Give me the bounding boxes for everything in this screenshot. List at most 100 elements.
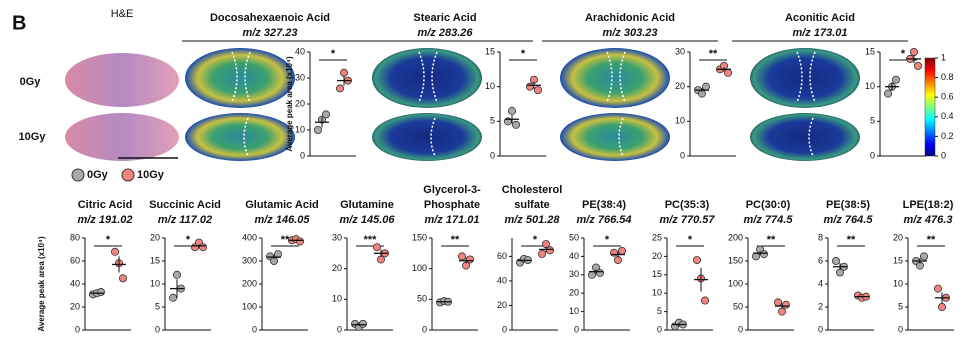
chart-title: PE(38:5) bbox=[826, 199, 870, 211]
significance: * bbox=[106, 234, 111, 246]
y-tick-label: 5 bbox=[898, 301, 903, 311]
significance: ** bbox=[767, 234, 776, 246]
chart-title: Aconitic Acid bbox=[785, 12, 855, 24]
he-label: H&E bbox=[111, 8, 134, 20]
data-point bbox=[724, 68, 733, 77]
y-tick-label: 80 bbox=[70, 232, 80, 242]
y-tick-label: 20 bbox=[150, 232, 160, 242]
significance: * bbox=[533, 234, 538, 246]
y-tick-label: 0 bbox=[657, 324, 662, 334]
data-point bbox=[752, 252, 761, 261]
y-tick-label: 40 bbox=[497, 275, 507, 285]
roi-outline bbox=[796, 51, 816, 157]
data-point bbox=[782, 300, 791, 309]
chart-subtitle: m/z 171.01 bbox=[424, 214, 479, 226]
scan bbox=[560, 113, 670, 161]
y-tick-label: 100 bbox=[242, 301, 257, 311]
y-tick-label: 0 bbox=[337, 324, 342, 334]
chart-title: PC(30:0) bbox=[746, 199, 791, 211]
significance: ** bbox=[847, 234, 856, 246]
roi-outline bbox=[606, 51, 626, 157]
y-tick-label: 20 bbox=[497, 300, 507, 310]
y-tick-label: 30 bbox=[295, 72, 305, 82]
data-point bbox=[339, 68, 348, 77]
y-tick-label: 10 bbox=[485, 81, 495, 91]
colorbar-tick-label: 0.8 bbox=[941, 72, 954, 82]
y-tick-label: 2 bbox=[818, 301, 823, 311]
chart-subtitle: m/z 303.23 bbox=[602, 27, 657, 39]
data-point bbox=[938, 302, 947, 311]
y-tick-label: 0 bbox=[300, 150, 305, 160]
data-point bbox=[596, 268, 605, 277]
data-point bbox=[701, 296, 710, 305]
y-tick-label: 50 bbox=[417, 294, 427, 304]
chart-subtitle: m/z 327.23 bbox=[242, 27, 297, 39]
y-tick-label: 5 bbox=[657, 306, 662, 316]
chart-subtitle: m/z 145.06 bbox=[339, 214, 395, 226]
scan bbox=[750, 48, 860, 108]
data-point bbox=[168, 293, 177, 302]
data-point bbox=[295, 237, 304, 246]
significance: * bbox=[901, 48, 906, 60]
y-tick-label: 400 bbox=[242, 232, 257, 242]
chart-subtitle: m/z 191.02 bbox=[77, 214, 132, 226]
y-tick-label: 150 bbox=[728, 255, 743, 265]
y-tick-label: 10 bbox=[675, 116, 685, 126]
significance: ** bbox=[281, 234, 290, 246]
chart-title: LPE(18:2) bbox=[903, 199, 954, 211]
scan bbox=[560, 48, 670, 108]
chart-subtitle: m/z 117.02 bbox=[158, 214, 212, 226]
chart-title: Citric Acid bbox=[78, 199, 133, 211]
significance: * bbox=[688, 234, 693, 246]
roi-outline bbox=[418, 51, 438, 157]
data-point bbox=[546, 246, 555, 255]
y-tick-label: 5 bbox=[870, 116, 875, 126]
colorbar-tick-label: 0.4 bbox=[941, 111, 954, 121]
y-tick-label: 4 bbox=[818, 278, 823, 288]
y-tick-label: 10 bbox=[150, 278, 160, 288]
y-tick-label: 20 bbox=[652, 251, 662, 261]
legend-swatch bbox=[121, 168, 135, 182]
colorbar-tick-label: 1 bbox=[941, 52, 946, 62]
legend: 0Gy 10Gy bbox=[71, 168, 165, 182]
y-tick-label: 0 bbox=[422, 324, 427, 334]
legend-label: 10Gy bbox=[137, 169, 165, 181]
significance: * bbox=[186, 234, 191, 246]
y-tick-label: 5 bbox=[155, 301, 160, 311]
scan bbox=[185, 48, 295, 108]
y-tick-label: 15 bbox=[893, 255, 903, 265]
chart-title: Arachidonic Acid bbox=[585, 12, 675, 24]
chart-title: Glycerol-3- bbox=[423, 184, 481, 196]
chart-title: Docosahexaenoic Acid bbox=[210, 12, 330, 24]
chart-subtitle: m/z 283.26 bbox=[417, 27, 473, 39]
data-point bbox=[778, 307, 787, 316]
data-point bbox=[465, 255, 474, 264]
data-point bbox=[335, 84, 344, 93]
data-point bbox=[534, 86, 543, 95]
y-tick-label: 20 bbox=[295, 98, 305, 108]
chart-subtitle: m/z 770.57 bbox=[659, 214, 715, 226]
data-point bbox=[512, 120, 521, 129]
y-tick-label: 60 bbox=[70, 255, 80, 265]
y-tick-label: 200 bbox=[728, 232, 743, 242]
y-tick-label: 10 bbox=[865, 81, 875, 91]
scan bbox=[372, 113, 482, 161]
chart-title: Cholesterol bbox=[502, 184, 563, 196]
significance: * bbox=[605, 234, 610, 246]
legend-label: 0Gy bbox=[87, 169, 109, 181]
y-axis-label: Average peak area (x10⁴) bbox=[37, 236, 46, 332]
chart-title: Glutamine bbox=[340, 199, 394, 211]
y-tick-label: 10 bbox=[295, 124, 305, 134]
data-point bbox=[618, 246, 627, 255]
significance: * bbox=[521, 48, 526, 60]
data-point bbox=[358, 319, 367, 328]
panel-label: B bbox=[12, 12, 26, 34]
y-tick-label: 30 bbox=[675, 46, 685, 56]
scan bbox=[185, 113, 295, 161]
y-tick-label: 100 bbox=[728, 278, 743, 288]
chart-title: Stearic Acid bbox=[413, 12, 476, 24]
data-point bbox=[198, 243, 207, 252]
y-tick-label: 50 bbox=[569, 232, 579, 242]
chart-title: Succinic Acid bbox=[149, 199, 221, 211]
